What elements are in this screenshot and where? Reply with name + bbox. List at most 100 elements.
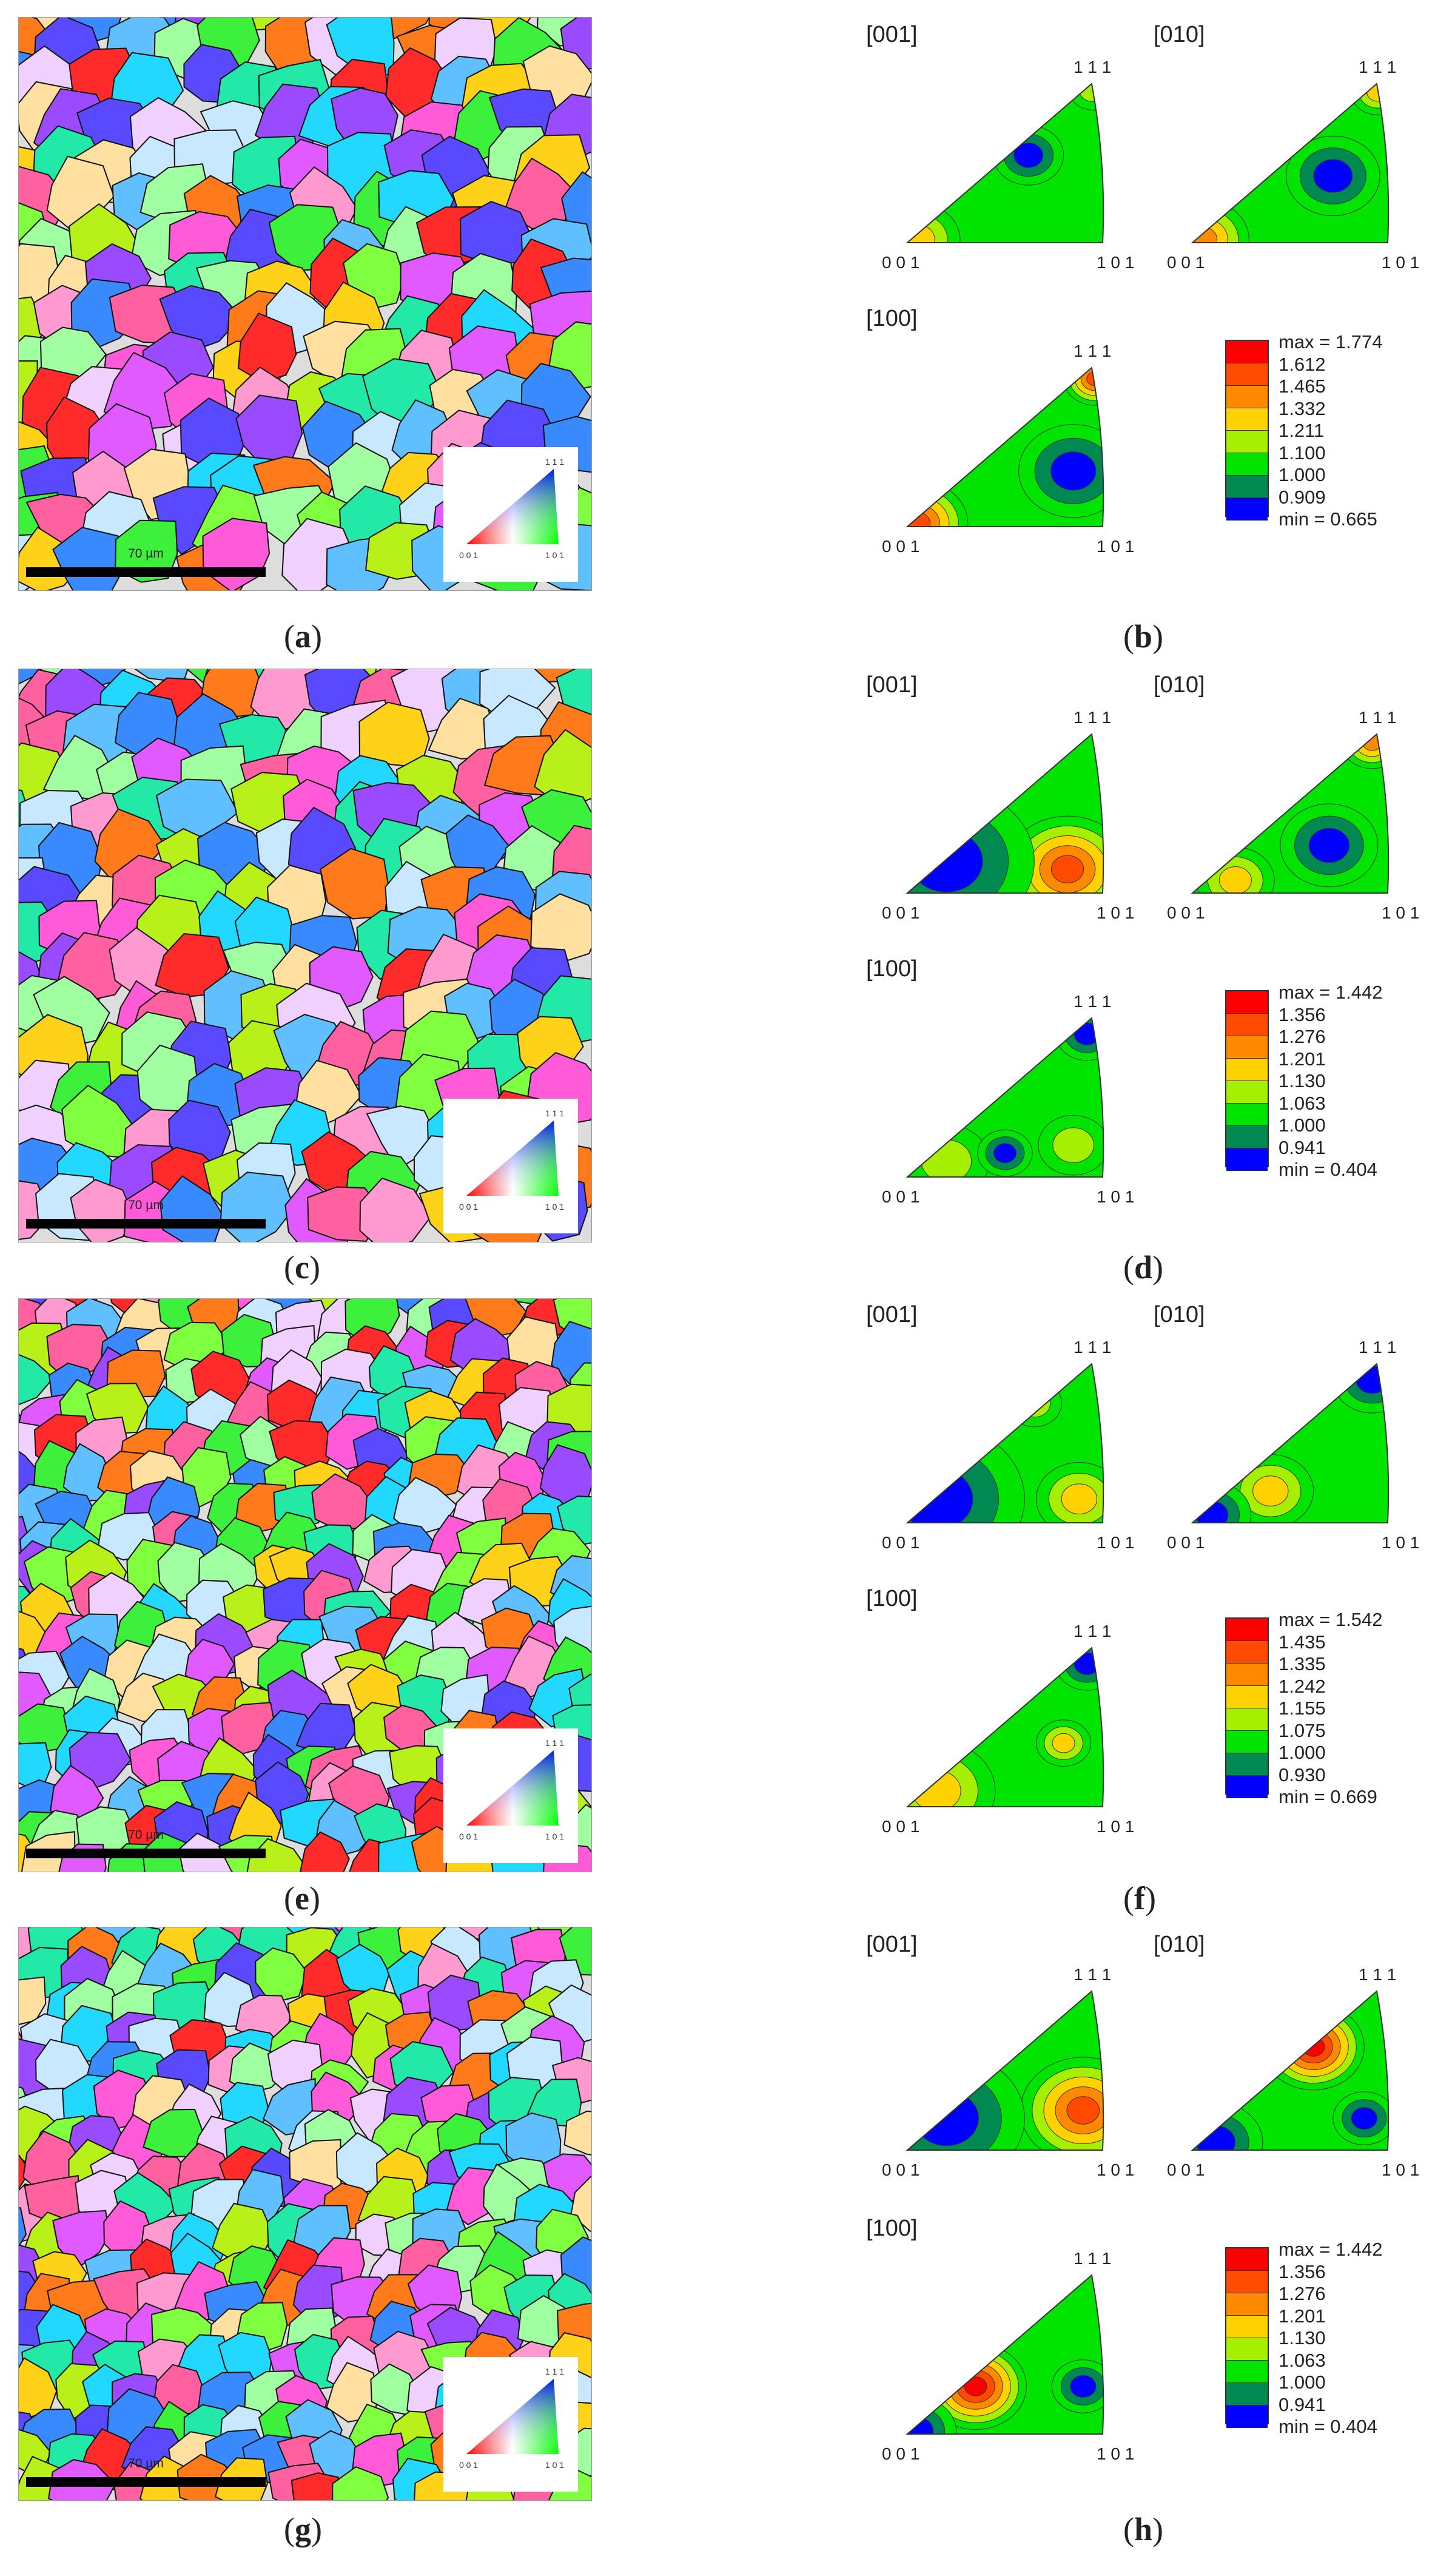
ipf-color-key: 0 0 1 1 0 1 1 1 1 [443,2357,578,2492]
corner-label-101: 1 0 1 [1097,2444,1134,2463]
corner-label-001: 0 0 1 [882,1187,919,1206]
grain [563,2110,591,2156]
corner-label-001: 0 0 1 [882,2160,919,2179]
corner-label-111: 1 1 1 [1074,1622,1111,1640]
ipf-color-key: 0 0 1 1 0 1 1 1 1 [443,1728,578,1863]
panel-label-f: (f) [1123,1880,1156,1917]
legend-label: 0.930 [1279,1764,1326,1785]
legend-colorbar [1225,2247,1269,2428]
grain [548,1984,591,2046]
corner-label-111: 1 1 1 [1074,58,1111,76]
legend-label: max = 1.442 [1279,982,1383,1003]
panel-label-g: (g) [284,2511,322,2547]
corner-label-111: 1 1 1 [1359,1338,1396,1357]
key-label-001: 0 0 1 [459,550,479,560]
pf-title-001: [001] [866,672,918,698]
corner-label-101: 1 0 1 [1382,903,1419,922]
legend-label: 1.201 [1279,2305,1326,2327]
grain [115,519,178,583]
legend-label: max = 1.442 [1279,2239,1383,2260]
legend-label: 1.211 [1279,420,1325,441]
pf-title-001: [001] [866,22,918,47]
pf-title-001: [001] [866,1932,918,1957]
panel-label-d: (d) [1123,1249,1164,1286]
legend-label: 1.000 [1279,1114,1326,1136]
pf-title-100: [100] [866,2216,918,2241]
corner-label-101: 1 0 1 [1097,1817,1134,1836]
corner-label-101: 1 0 1 [1382,2160,1419,2179]
ipf-color-key: 0 0 1 1 0 1 1 1 1 [443,447,578,582]
corner-label-101: 1 0 1 [1097,253,1134,272]
inverse-pole-figure-triangle [906,1990,1104,2151]
grain [559,1927,591,1976]
legend-label: 1.130 [1279,2327,1326,2348]
ebsd-map-c: 70 µm 0 0 1 1 0 1 1 1 1 [18,669,592,1242]
corner-label-111: 1 1 1 [1074,342,1111,360]
legend-swatch [1226,476,1268,498]
scale-bar: 70 µm [26,1827,266,1863]
grain [381,18,431,40]
corner-label-001: 0 0 1 [882,1817,919,1836]
legend-label: 1.063 [1279,2349,1326,2371]
key-label-001: 0 0 1 [459,1202,479,1212]
scale-bar: 70 µm [26,545,266,582]
inverse-pole-figure-triangle [1191,83,1390,243]
panel-label-b: (b) [1123,618,1164,655]
pf-title-010: [010] [1154,22,1205,47]
inverse-pole-figure-triangle [906,366,1104,527]
ebsd-map-g: 70 µm 0 0 1 1 0 1 1 1 1 [18,1927,592,2501]
scale-bar-label: 70 µm [128,1828,164,1842]
legend-label: max = 1.774 [1279,331,1383,352]
corner-label-111: 1 1 1 [1359,58,1396,76]
legend-swatch [1226,1059,1268,1081]
legend-swatch [1226,1014,1268,1036]
corner-label-101: 1 0 1 [1382,1533,1419,1552]
legend-label: 1.465 [1279,376,1326,397]
legend-label: min = 0.404 [1279,1159,1377,1180]
legend-swatch [1226,2361,1268,2383]
grain [237,312,297,383]
key-label-101: 1 0 1 [545,1832,565,1841]
legend-swatch [1226,341,1268,363]
corner-label-001: 0 0 1 [882,2444,919,2463]
pf-title-100: [100] [866,1586,918,1611]
pf-title-001: [001] [866,1302,918,1327]
grain [359,1177,432,1242]
corner-label-001: 0 0 1 [1167,1533,1205,1552]
corner-label-111: 1 1 1 [1359,1965,1396,1984]
scale-bar-label: 70 µm [128,1198,164,1212]
legend-swatch [1226,1686,1268,1708]
legend-label: 1.435 [1279,1631,1326,1653]
corner-label-101: 1 0 1 [1097,1187,1134,1206]
legend-label: 0.941 [1279,1136,1326,1158]
pf-title-100: [100] [866,956,918,982]
grain [326,18,395,76]
legend-swatch [1226,1776,1268,1798]
corner-label-001: 0 0 1 [1167,253,1205,272]
legend-label: 1.000 [1279,464,1326,485]
legend-swatch [1226,2316,1268,2338]
grain [557,1495,591,1546]
key-label-101: 1 0 1 [545,2460,565,2470]
legend-swatch [1226,1126,1268,1148]
pf-title-010: [010] [1154,1932,1205,1957]
pf-title-010: [010] [1154,672,1205,698]
legend-swatch [1226,1708,1268,1731]
key-label-111: 1 1 1 [545,1108,565,1118]
corner-label-111: 1 1 1 [1074,1338,1111,1357]
key-label-111: 1 1 1 [545,457,565,467]
corner-label-101: 1 0 1 [1097,2160,1134,2179]
grain [255,1947,308,2004]
legend-label: min = 0.669 [1279,1786,1377,1807]
legend-label: 1.335 [1279,1653,1326,1674]
corner-label-111: 1 1 1 [1074,2249,1111,2268]
inverse-pole-figure-triangle [1191,733,1390,894]
legend-swatch [1226,1664,1268,1686]
grain [19,2207,27,2248]
corner-label-001: 0 0 1 [882,537,919,556]
grain [332,2466,389,2500]
key-label-101: 1 0 1 [545,1202,565,1212]
pf-title-100: [100] [866,306,918,331]
pf-title-010: [010] [1154,1302,1205,1327]
legend-swatch [1226,386,1268,408]
